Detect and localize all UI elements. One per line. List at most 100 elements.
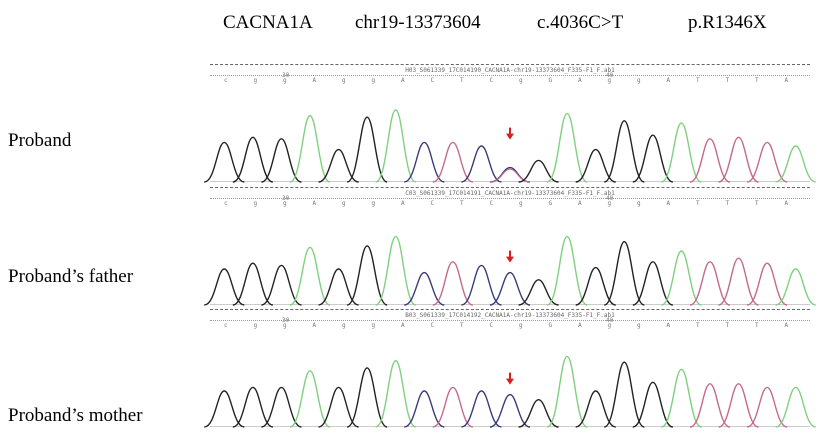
trace-peak <box>718 383 759 428</box>
chromatogram-trace <box>204 355 816 428</box>
base-call: A <box>784 322 789 329</box>
trace-peak <box>546 112 588 183</box>
base-call: g <box>342 200 346 207</box>
base-call: A <box>578 77 582 84</box>
trace-peak <box>746 386 788 428</box>
trace-peak <box>689 261 731 306</box>
position-number: 40 <box>606 195 614 202</box>
base-call: c <box>224 77 228 84</box>
trace-peak <box>775 145 816 183</box>
base-call: A <box>401 200 405 207</box>
position-number: 40 <box>606 72 614 79</box>
base-call: g <box>283 200 287 207</box>
trace-peak <box>461 390 502 428</box>
gene-name: CACNA1A <box>223 12 313 33</box>
base-call: T <box>755 200 759 207</box>
trace-peak <box>661 122 702 183</box>
base-call: A <box>666 322 671 329</box>
trace-peak <box>603 240 645 306</box>
trace-peak <box>689 138 731 183</box>
trace-peak <box>204 141 245 183</box>
base-call: C <box>430 322 435 329</box>
base-call: G <box>548 200 553 207</box>
trace-peak <box>318 148 359 183</box>
trace-peak <box>518 398 559 428</box>
panel-subdivider <box>210 198 810 199</box>
trace-peak <box>261 264 302 306</box>
base-call: A <box>784 77 789 84</box>
position-number: 30 <box>282 317 290 324</box>
base-call: C <box>489 77 494 84</box>
trace-peak <box>261 138 302 183</box>
base-call: T <box>696 200 700 207</box>
base-call: g <box>519 77 523 84</box>
trace-peak <box>289 115 331 183</box>
trace-peak <box>518 159 559 183</box>
base-call: T <box>460 200 464 207</box>
trace-filename: C03_S061339_17C014191_CACNA1A-chr19-1337… <box>405 190 615 197</box>
panel-subdivider <box>210 75 810 76</box>
trace-peak <box>632 134 674 183</box>
base-call: T <box>696 322 700 329</box>
trace-peak <box>204 268 245 306</box>
trace-peak <box>632 261 674 306</box>
protein-variant: p.R1346X <box>688 12 767 33</box>
base-call: A <box>666 77 671 84</box>
trace-filename: H03_S061339_17C014190_CACNA1A-chr19-1337… <box>405 67 615 74</box>
trace-peak <box>661 250 702 306</box>
base-call: g <box>637 77 641 84</box>
base-call: C <box>489 322 494 329</box>
chromatogram-trace <box>204 109 816 183</box>
base-call: T <box>696 77 700 84</box>
base-call: T <box>460 322 464 329</box>
trace-peak <box>489 393 531 428</box>
panel-divider <box>210 309 810 310</box>
trace-peak <box>461 264 502 306</box>
trace-peak <box>289 246 331 306</box>
trace-peak <box>518 279 559 306</box>
trace-peak <box>432 261 474 306</box>
trace-peak <box>575 390 616 428</box>
trace-peak <box>689 383 731 428</box>
base-call: g <box>637 200 641 207</box>
trace-peak <box>432 141 474 183</box>
trace-peak <box>346 245 388 306</box>
position-number: 30 <box>282 72 290 79</box>
row-label-mother: Proband’s mother <box>8 405 143 426</box>
base-call: A <box>401 77 405 84</box>
trace-peak <box>575 266 616 306</box>
base-call: A <box>312 77 317 84</box>
row-label-father: Proband’s father <box>8 266 134 287</box>
base-call: A <box>312 200 317 207</box>
base-call: g <box>371 77 376 84</box>
base-call: g <box>253 200 258 207</box>
trace-peak <box>232 136 274 183</box>
trace-peak <box>404 390 445 428</box>
trace-peak <box>461 145 502 183</box>
trace-peak <box>232 262 274 306</box>
base-call: g <box>519 322 523 329</box>
panel-divider <box>210 64 810 65</box>
base-call: g <box>283 322 287 329</box>
position-number: 30 <box>282 195 290 202</box>
base-call: g <box>637 322 641 329</box>
trace-peak <box>404 271 445 306</box>
base-call: T <box>725 200 730 207</box>
base-call: g <box>607 322 612 329</box>
base-call: g <box>283 77 287 84</box>
cdna-variant: c.4036C>T <box>537 12 624 33</box>
base-call: C <box>489 200 494 207</box>
base-call: g <box>342 322 346 329</box>
base-call: g <box>371 200 376 207</box>
trace-peak <box>375 109 417 183</box>
locus-label: chr19-13373604 <box>355 12 481 33</box>
trace-peak <box>289 370 331 428</box>
chromatogram-father: C03_S061339_17C014191_CACNA1A-chr19-1337… <box>204 187 816 306</box>
chromatogram-mother: B03_S061339_17C014192_CACNA1A-chr19-1337… <box>204 309 816 428</box>
base-call: A <box>401 322 405 329</box>
base-call: g <box>253 77 258 84</box>
base-call: T <box>755 322 759 329</box>
